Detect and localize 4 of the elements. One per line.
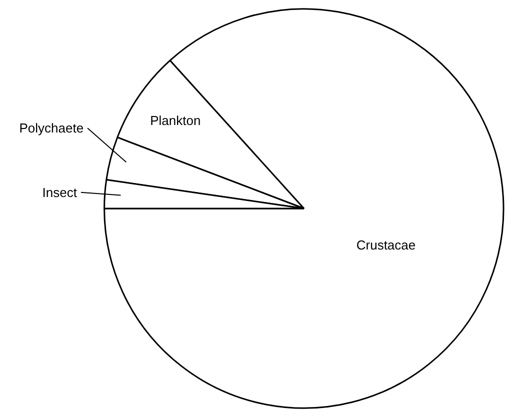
slice-label: Plankton [150, 112, 201, 128]
slice-label: Crustacae [356, 238, 416, 253]
slice-label: Insect [42, 184, 78, 200]
slice-label: Polychaete [19, 120, 84, 136]
